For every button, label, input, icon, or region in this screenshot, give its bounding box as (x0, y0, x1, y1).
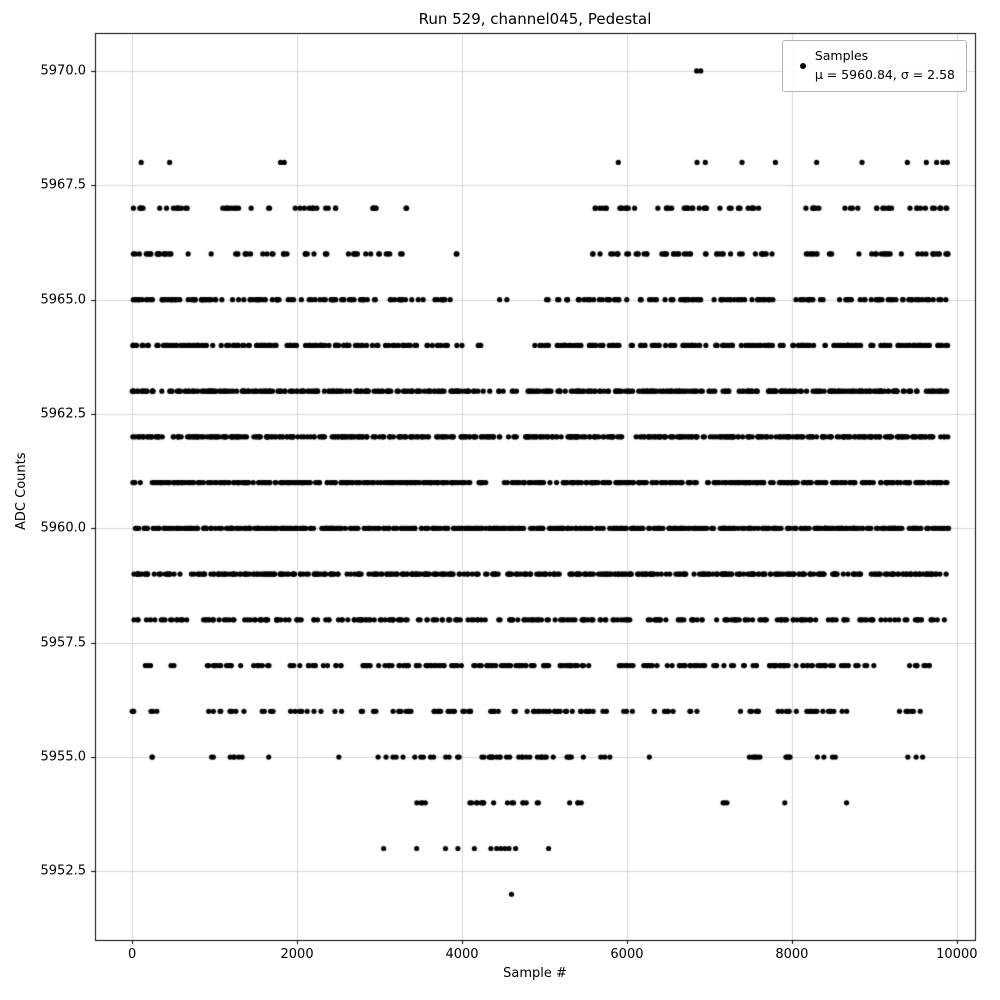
y-axis-label: ADC Counts (14, 452, 29, 531)
y-tick-label: 5960.0 (40, 520, 87, 536)
x-axis-label: Sample # (503, 966, 567, 981)
y-tick-label: 5952.5 (40, 863, 87, 879)
x-tick-label: 6000 (610, 947, 644, 962)
legend-text: Samples μ = 5960.84, σ = 2.58 (815, 47, 955, 85)
legend-label: Samples (814, 48, 869, 63)
y-tick-label: 5970.0 (40, 63, 87, 79)
y-tick-label: 5967.5 (40, 177, 87, 193)
x-tick-label: 10000 (936, 947, 978, 962)
samples-marker-icon (799, 62, 806, 69)
x-tick-label: 8000 (775, 947, 809, 962)
y-tick-label: 5955.0 (40, 749, 87, 765)
legend-stats: μ = 5960.84, σ = 2.58 (814, 66, 955, 82)
y-tick-label: 5965.0 (40, 292, 87, 308)
chart-title: Run 529, channel045, Pedestal (418, 10, 652, 28)
y-tick-label: 5962.5 (40, 406, 87, 422)
x-tick-label: 4000 (445, 947, 479, 962)
x-tick-label: 2000 (280, 947, 314, 962)
x-tick-label: 0 (127, 947, 137, 962)
legend: Samples μ = 5960.84, σ = 2.58 (781, 40, 967, 92)
y-tick-label: 5957.5 (40, 635, 87, 651)
